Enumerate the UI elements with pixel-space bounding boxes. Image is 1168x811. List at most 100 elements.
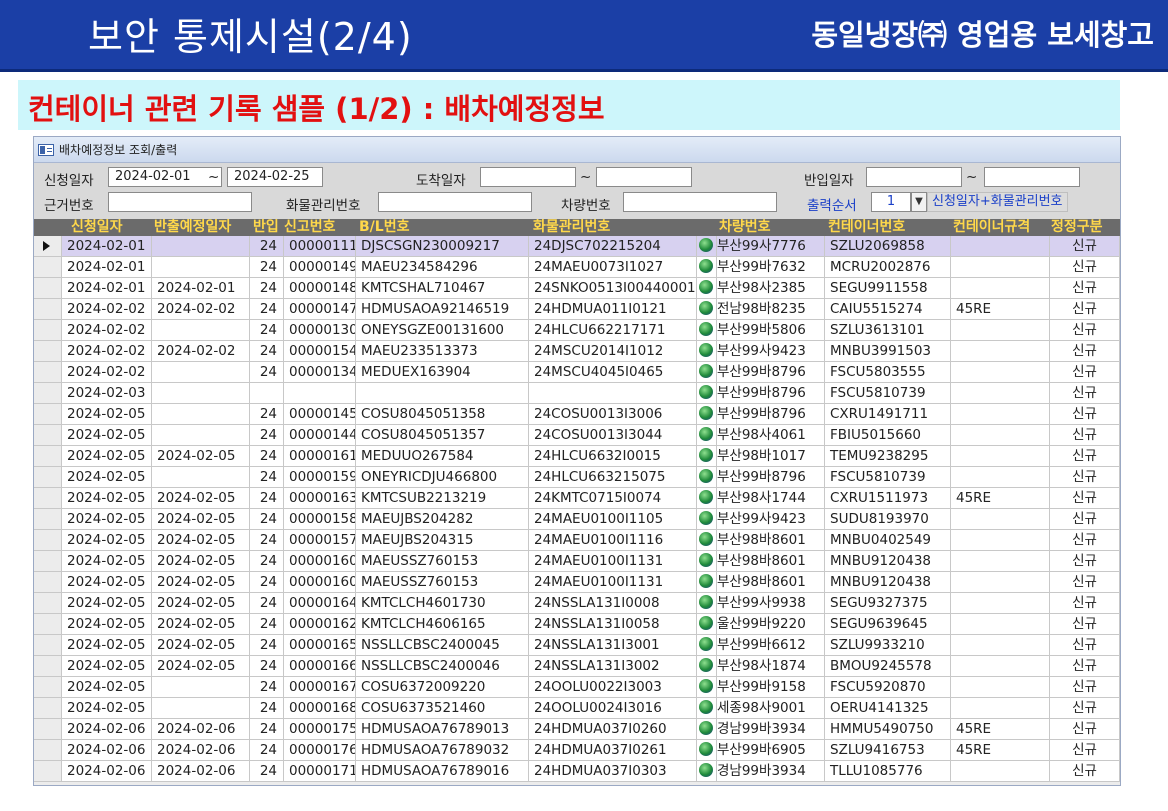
correction-type-cell[interactable]: 신규 bbox=[1050, 425, 1120, 446]
table-row[interactable]: 2024-02-05 2024-02-05 24 00000164 KMTCLCH460… bbox=[34, 593, 1120, 614]
cargo-no-input[interactable] bbox=[378, 192, 532, 212]
row-selector[interactable] bbox=[34, 362, 62, 383]
container-no-cell[interactable]: CXRU1491711 bbox=[825, 404, 951, 425]
container-no-cell[interactable]: FSCU5810739 bbox=[825, 383, 951, 404]
release-date-cell[interactable] bbox=[152, 467, 250, 488]
vehicle-globe-cell[interactable] bbox=[697, 299, 717, 320]
release-date-cell[interactable]: 2024-02-05 bbox=[152, 530, 250, 551]
bl-no-cell[interactable]: MEDUUO267584 bbox=[356, 446, 529, 467]
vehicle-globe-cell[interactable] bbox=[697, 320, 717, 341]
release-date-cell[interactable] bbox=[152, 362, 250, 383]
entry-cell[interactable]: 24 bbox=[250, 740, 284, 761]
row-selector[interactable] bbox=[34, 509, 62, 530]
row-selector[interactable] bbox=[34, 551, 62, 572]
correction-type-cell[interactable]: 신규 bbox=[1050, 635, 1120, 656]
cargo-no-cell[interactable] bbox=[529, 383, 697, 404]
container-no-cell[interactable]: SZLU3613101 bbox=[825, 320, 951, 341]
bl-no-cell[interactable]: NSSLLCBSC2400045 bbox=[356, 635, 529, 656]
table-row[interactable]: 2024-02-05 2024-02-05 24 00000160 MAEUSSZ760… bbox=[34, 572, 1120, 593]
container-no-cell[interactable]: SUDU8193970 bbox=[825, 509, 951, 530]
bl-no-cell[interactable]: HDMUSAOA76789016 bbox=[356, 761, 529, 782]
vehicle-globe-cell[interactable] bbox=[697, 635, 717, 656]
container-spec-cell[interactable] bbox=[951, 236, 1050, 257]
bl-no-cell[interactable]: ONEYRICDJU466800 bbox=[356, 467, 529, 488]
bl-no-cell[interactable]: MAEU234584296 bbox=[356, 257, 529, 278]
entry-cell[interactable]: 24 bbox=[250, 530, 284, 551]
release-date-cell[interactable] bbox=[152, 425, 250, 446]
apply-date-cell[interactable]: 2024-02-05 bbox=[62, 572, 152, 593]
header-apply-date[interactable]: 신청일자 bbox=[71, 219, 123, 235]
entry-cell[interactable]: 24 bbox=[250, 341, 284, 362]
cargo-no-cell[interactable]: 24NSSLA131I0058 bbox=[529, 614, 697, 635]
report-no-cell[interactable]: 00000160 bbox=[284, 572, 356, 593]
correction-type-cell[interactable]: 신규 bbox=[1050, 278, 1120, 299]
correction-type-cell[interactable]: 신규 bbox=[1050, 614, 1120, 635]
vehicle-globe-cell[interactable] bbox=[697, 614, 717, 635]
correction-type-cell[interactable]: 신규 bbox=[1050, 677, 1120, 698]
apply-date-cell[interactable]: 2024-02-01 bbox=[62, 257, 152, 278]
vehicle-globe-cell[interactable] bbox=[697, 383, 717, 404]
release-date-cell[interactable]: 2024-02-05 bbox=[152, 656, 250, 677]
row-selector[interactable] bbox=[34, 719, 62, 740]
bl-no-cell[interactable]: MAEUSSZ760153 bbox=[356, 572, 529, 593]
container-no-cell[interactable]: CXRU1511973 bbox=[825, 488, 951, 509]
cargo-no-cell[interactable]: 24COSU0013I3006 bbox=[529, 404, 697, 425]
vehicle-no-cell[interactable]: 부산98사4061 bbox=[717, 425, 825, 446]
vehicle-no-cell[interactable]: 울산99바9220 bbox=[717, 614, 825, 635]
correction-type-cell[interactable]: 신규 bbox=[1050, 362, 1120, 383]
vehicle-no-cell[interactable]: 부산99사9423 bbox=[717, 509, 825, 530]
vehicle-globe-cell[interactable] bbox=[697, 740, 717, 761]
entry-cell[interactable]: 24 bbox=[250, 257, 284, 278]
row-selector[interactable] bbox=[34, 446, 62, 467]
bl-no-cell[interactable]: MAEUJBS204315 bbox=[356, 530, 529, 551]
vehicle-no-cell[interactable]: 부산99사7776 bbox=[717, 236, 825, 257]
vehicle-globe-cell[interactable] bbox=[697, 677, 717, 698]
row-selector[interactable] bbox=[34, 320, 62, 341]
table-row[interactable]: 2024-02-02 2024-02-02 24 00000154 MAEU233513… bbox=[34, 341, 1120, 362]
cargo-no-cell[interactable]: 24OOLU0024I3016 bbox=[529, 698, 697, 719]
container-no-cell[interactable]: SEGU9639645 bbox=[825, 614, 951, 635]
row-selector[interactable] bbox=[34, 530, 62, 551]
cargo-no-cell[interactable]: 24MAEU0100I1131 bbox=[529, 551, 697, 572]
cargo-no-cell[interactable]: 24HDMUA037I0303 bbox=[529, 761, 697, 782]
release-date-cell[interactable] bbox=[152, 698, 250, 719]
vehicle-no-cell[interactable]: 부산99바8796 bbox=[717, 467, 825, 488]
report-no-cell[interactable]: 00000166 bbox=[284, 656, 356, 677]
correction-type-cell[interactable]: 신규 bbox=[1050, 572, 1120, 593]
container-spec-cell[interactable] bbox=[951, 698, 1050, 719]
vehicle-globe-cell[interactable] bbox=[697, 362, 717, 383]
release-date-cell[interactable]: 2024-02-05 bbox=[152, 488, 250, 509]
apply-date-cell[interactable]: 2024-02-01 bbox=[62, 236, 152, 257]
cargo-no-cell[interactable]: 24MAEU0100I1105 bbox=[529, 509, 697, 530]
vehicle-no-cell[interactable]: 부산99바8796 bbox=[717, 404, 825, 425]
table-row[interactable]: 2024-02-02 2024-02-02 24 00000147 HDMUSAOA92… bbox=[34, 299, 1120, 320]
table-row[interactable]: 2024-02-05 24 00000145 COSU8045051358 24COSU… bbox=[34, 404, 1120, 425]
vehicle-globe-cell[interactable] bbox=[697, 509, 717, 530]
vehicle-no-cell[interactable]: 부산98사1744 bbox=[717, 488, 825, 509]
cargo-no-cell[interactable]: 24HDMUA011I0121 bbox=[529, 299, 697, 320]
row-selector[interactable] bbox=[34, 341, 62, 362]
vehicle-no-cell[interactable]: 부산98사2385 bbox=[717, 278, 825, 299]
vehicle-no-cell[interactable]: 세종98사9001 bbox=[717, 698, 825, 719]
vehicle-no-cell[interactable]: 부산99바5806 bbox=[717, 320, 825, 341]
release-date-cell[interactable]: 2024-02-06 bbox=[152, 719, 250, 740]
apply-date-cell[interactable]: 2024-02-05 bbox=[62, 425, 152, 446]
cargo-no-cell[interactable]: 24MAEU0100I1116 bbox=[529, 530, 697, 551]
container-no-cell[interactable]: OERU4141325 bbox=[825, 698, 951, 719]
report-no-cell[interactable]: 00000168 bbox=[284, 698, 356, 719]
cargo-no-cell[interactable]: 24SNKO0513I00440001 bbox=[529, 278, 697, 299]
table-row[interactable]: 2024-02-03 부산99바8796 FSCU5810739 신규 bbox=[34, 383, 1120, 404]
vehicle-globe-cell[interactable] bbox=[697, 761, 717, 782]
container-no-cell[interactable]: TEMU9238295 bbox=[825, 446, 951, 467]
row-selector[interactable] bbox=[34, 698, 62, 719]
bl-no-cell[interactable]: HDMUSAOA76789013 bbox=[356, 719, 529, 740]
apply-date-cell[interactable]: 2024-02-02 bbox=[62, 362, 152, 383]
cargo-no-cell[interactable]: 24MAEU0100I1131 bbox=[529, 572, 697, 593]
release-date-cell[interactable] bbox=[152, 320, 250, 341]
vehicle-globe-cell[interactable] bbox=[697, 551, 717, 572]
header-entry[interactable]: 반입 bbox=[253, 219, 279, 235]
table-row[interactable]: 2024-02-01 24 00000111 DJSCSGN230009217 24DJ… bbox=[34, 236, 1120, 257]
table-row[interactable]: 2024-02-02 24 00000134 MEDUEX163904 24MSCU40… bbox=[34, 362, 1120, 383]
vehicle-no-cell[interactable]: 부산98바8601 bbox=[717, 572, 825, 593]
container-spec-cell[interactable] bbox=[951, 446, 1050, 467]
